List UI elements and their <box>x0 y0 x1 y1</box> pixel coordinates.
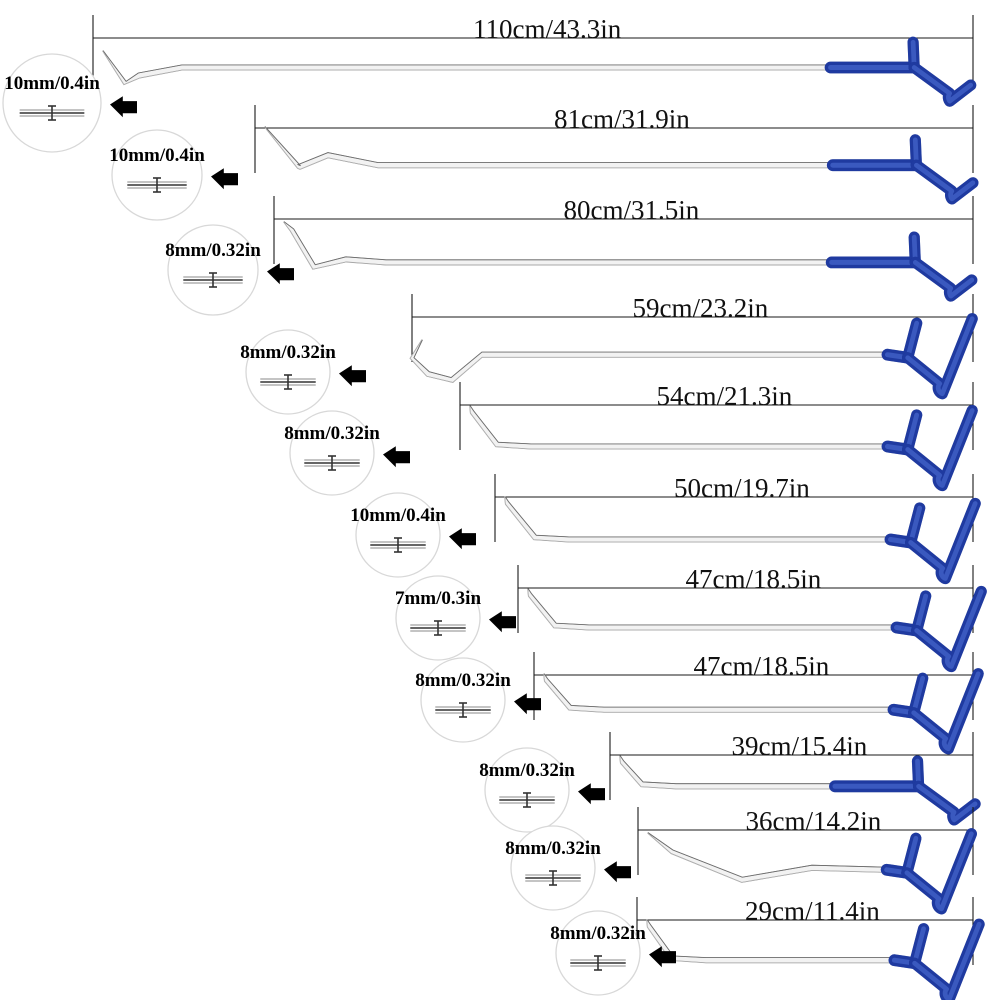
svg-text:8mm/0.32in: 8mm/0.32in <box>415 670 511 691</box>
svg-text:80cm/31.5in: 80cm/31.5in <box>564 195 700 225</box>
svg-text:47cm/18.5in: 47cm/18.5in <box>686 564 822 594</box>
svg-text:8mm/0.32in: 8mm/0.32in <box>165 240 261 261</box>
svg-text:7mm/0.3in: 7mm/0.3in <box>395 588 481 609</box>
svg-text:8mm/0.32in: 8mm/0.32in <box>284 423 380 444</box>
svg-text:8mm/0.32in: 8mm/0.32in <box>550 923 646 944</box>
svg-text:81cm/31.9in: 81cm/31.9in <box>554 104 690 134</box>
svg-text:10mm/0.4in: 10mm/0.4in <box>350 505 446 526</box>
svg-text:54cm/21.3in: 54cm/21.3in <box>657 381 793 411</box>
svg-text:36cm/14.2in: 36cm/14.2in <box>746 806 882 836</box>
svg-text:10mm/0.4in: 10mm/0.4in <box>4 73 100 94</box>
svg-text:110cm/43.3in: 110cm/43.3in <box>473 14 622 44</box>
svg-text:8mm/0.32in: 8mm/0.32in <box>479 760 575 781</box>
svg-text:8mm/0.32in: 8mm/0.32in <box>505 838 601 859</box>
svg-text:47cm/18.5in: 47cm/18.5in <box>694 651 830 681</box>
svg-text:39cm/15.4in: 39cm/15.4in <box>732 731 868 761</box>
svg-text:10mm/0.4in: 10mm/0.4in <box>109 145 205 166</box>
svg-text:50cm/19.7in: 50cm/19.7in <box>674 473 810 503</box>
svg-text:8mm/0.32in: 8mm/0.32in <box>240 342 336 363</box>
svg-text:59cm/23.2in: 59cm/23.2in <box>633 293 769 323</box>
svg-text:29cm/11.4in: 29cm/11.4in <box>745 896 880 926</box>
